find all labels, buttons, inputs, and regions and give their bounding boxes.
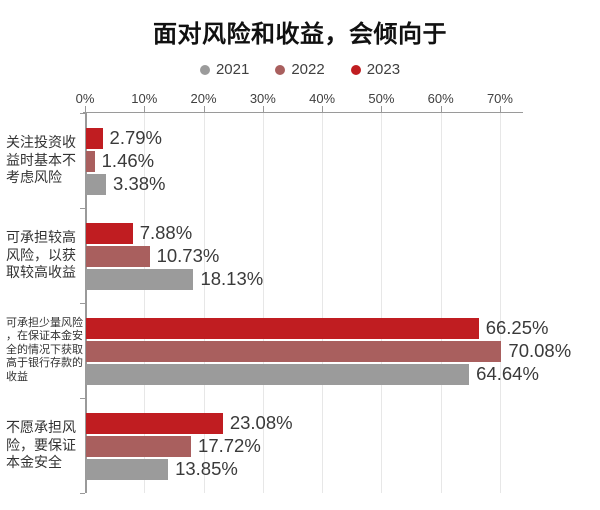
legend-dot-icon — [275, 64, 286, 75]
value-label: 13.85% — [175, 457, 238, 479]
gridline — [381, 113, 383, 493]
x-axis-line — [83, 111, 523, 113]
gridline — [262, 113, 264, 493]
legend-item-2022: 2022 — [275, 61, 325, 78]
category-label-line: 可承担少量风险 — [6, 316, 83, 329]
category-label: 关注投资收 益时基本不 考虑风险 — [6, 113, 84, 208]
x-axis-tick-label: 20% — [190, 91, 217, 106]
bar-2022-group3 — [86, 340, 502, 362]
value-label: 17.72% — [198, 434, 261, 456]
x-axis-tick — [381, 106, 383, 112]
category-label-line: 高于银行存款的 — [6, 357, 83, 370]
y-axis-tick — [80, 208, 85, 209]
x-axis-tick-label: 10% — [131, 91, 158, 106]
category-label-line: 全的情况下获取 — [6, 343, 83, 356]
x-axis-tick-label: 0% — [75, 91, 95, 106]
x-axis-tick — [262, 106, 264, 112]
category-label-line: 关注投资收 — [6, 134, 76, 151]
bar-2021-group4 — [86, 458, 169, 480]
x-axis-tick-label: 50% — [368, 91, 395, 106]
legend-dot-icon — [350, 64, 361, 75]
legend-item-2021: 2021 — [199, 61, 250, 78]
x-axis-tick-label: 40% — [309, 91, 336, 106]
value-label: 7.88% — [139, 221, 193, 243]
bar-2022-group2 — [86, 245, 150, 267]
legend-label: 2023 — [366, 61, 401, 78]
legend: 2021 2022 2023 — [0, 61, 600, 78]
legend-label: 2021 — [215, 61, 250, 78]
bar-2023-group1 — [86, 127, 103, 149]
legend-label: 2022 — [291, 61, 325, 78]
x-axis-tick — [322, 106, 324, 112]
category-label-line: 风险，以获 — [6, 246, 76, 263]
category-label-line: 取较高收益 — [6, 264, 76, 281]
value-label: 64.64% — [476, 362, 539, 384]
gridline — [322, 113, 324, 493]
category-label-line: 收益 — [6, 370, 28, 383]
category-label: 不愿承担风 险，要保证 本金安全 — [6, 398, 84, 493]
gridline — [203, 113, 205, 493]
value-label: 10.73% — [156, 244, 220, 266]
bar-2022-group4 — [86, 435, 192, 457]
category-label-line: 考虑风险 — [6, 169, 62, 186]
x-axis-tick — [144, 106, 146, 112]
category-label-line: 本金安全 — [6, 454, 62, 471]
category-label-line: 益时基本不 — [6, 151, 76, 168]
y-axis-tick — [80, 398, 85, 399]
bar-2021-group3 — [86, 363, 470, 385]
gridline — [440, 113, 442, 493]
legend-dot-icon — [199, 64, 210, 75]
y-axis-tick — [80, 303, 85, 304]
category-label-line: 可承担较高 — [6, 229, 76, 246]
category-label-line: 险，要保证 — [6, 436, 76, 453]
chart-title: 面对风险和收益，会倾向于 — [153, 21, 447, 48]
value-label: 23.08% — [229, 411, 293, 433]
x-axis-tick — [440, 106, 442, 112]
bar-2023-group2 — [86, 222, 133, 244]
category-label: 可承担少量风险 ，在保证本金安 全的情况下获取 高于银行存款的 收益 — [6, 303, 84, 398]
category-label: 可承担较高 风险，以获 取较高收益 — [6, 208, 84, 303]
gridline — [499, 113, 501, 493]
category-label-line: 不愿承担风 — [6, 419, 76, 436]
value-label: 70.08% — [508, 339, 572, 361]
value-label: 66.25% — [485, 316, 549, 338]
value-label: 1.46% — [101, 149, 155, 171]
x-axis-tick — [85, 106, 86, 112]
value-label: 18.13% — [200, 267, 264, 289]
x-axis-tick — [203, 106, 205, 112]
value-label: 3.38% — [113, 172, 166, 194]
category-label-line: ，在保证本金安 — [6, 330, 83, 343]
legend-item-2023: 2023 — [350, 61, 401, 78]
x-axis-tick — [499, 106, 501, 112]
bar-2022-group1 — [86, 150, 95, 172]
y-axis-tick — [80, 113, 85, 114]
bar-2021-group2 — [86, 268, 194, 290]
gridline — [144, 113, 146, 493]
bar-2023-group3 — [86, 317, 479, 339]
y-axis-tick — [80, 493, 85, 494]
bar-2023-group4 — [86, 412, 223, 434]
x-axis-tick-label: 30% — [249, 91, 276, 106]
bar-2021-group1 — [86, 173, 107, 195]
x-axis-tick-label: 70% — [486, 91, 513, 106]
value-label: 2.79% — [109, 126, 162, 148]
y-axis-line — [85, 113, 87, 493]
x-axis-tick-label: 60% — [427, 91, 454, 106]
